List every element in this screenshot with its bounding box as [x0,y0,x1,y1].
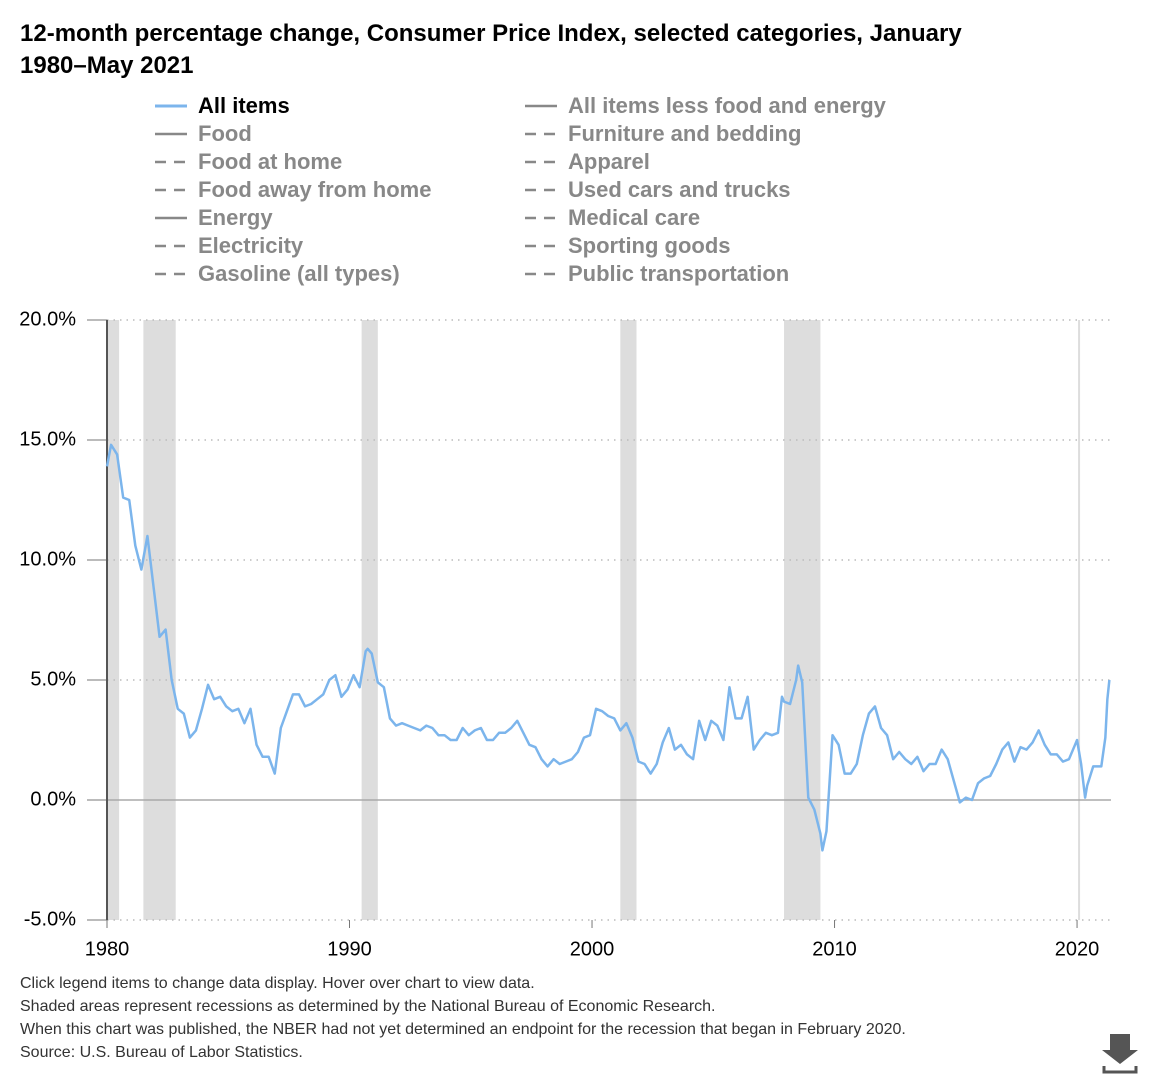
legend-label: Apparel [568,149,650,174]
legend-item[interactable]: Medical care [525,205,700,230]
legend-item[interactable]: Food [155,121,252,146]
legend-item[interactable]: Electricity [155,233,304,258]
legend-item[interactable]: Furniture and bedding [525,121,801,146]
recession-band [784,320,821,920]
note: When this chart was published, the NBER … [20,1021,906,1038]
recession-band [361,320,378,920]
recession-band [107,320,120,920]
x-tick-label: 1980 [85,938,130,960]
note: Click legend items to change data displa… [20,975,535,992]
notes: Click legend items to change data displa… [20,972,906,1064]
y-tick-label: 10.0% [19,548,76,570]
legend-item[interactable]: Gasoline (all types) [155,261,400,286]
recession-band [620,320,637,920]
x-tick-label: 2000 [570,938,615,960]
note: Source: U.S. Bureau of Labor Statistics. [20,1044,303,1061]
legend-label: Gasoline (all types) [198,261,400,286]
y-tick-label: 15.0% [19,428,76,450]
legend-label: Energy [198,205,273,230]
recession-band [143,320,176,920]
legend-label: Food [198,121,252,146]
legend-item[interactable]: Used cars and trucks [525,177,791,202]
legend-item[interactable]: Food at home [155,149,342,174]
x-tick-label: 2010 [812,938,857,960]
y-tick-label: 0.0% [30,788,76,810]
y-tick-label: 5.0% [30,668,76,690]
legend-item[interactable]: Public transportation [525,261,789,286]
download-icon[interactable] [1102,1034,1138,1074]
legend: All items Food Food at home Food away from … [155,93,887,286]
legend-item[interactable]: Food away from home [155,177,431,202]
legend-label: Public transportation [568,261,789,286]
legend-label: All items less food and energy [568,93,887,118]
legend-label: All items [198,93,290,118]
legend-label: Sporting goods [568,233,731,258]
note: Shaded areas represent recessions as det… [20,998,716,1015]
legend-item[interactable]: Energy [155,205,273,230]
x-tick-label: 1990 [327,938,372,960]
legend-label: Electricity [198,233,304,258]
series-line [105,443,1111,852]
legend-label: Food away from home [198,177,431,202]
chart-title: 12-month percentage change, Consumer Pri… [20,20,962,79]
x-tick-label: 2020 [1055,938,1100,960]
y-tick-label: 20.0% [19,308,76,330]
legend-item[interactable]: Sporting goods [525,233,731,258]
legend-item[interactable]: All items [155,93,290,118]
plot-area [87,319,1111,928]
y-tick-label: -5.0% [24,908,76,930]
legend-label: Food at home [198,149,342,174]
legend-item[interactable]: Apparel [525,149,650,174]
legend-label: Furniture and bedding [568,121,801,146]
legend-label: Medical care [568,205,700,230]
legend-item[interactable]: All items less food and energy [525,93,887,118]
legend-label: Used cars and trucks [568,177,791,202]
